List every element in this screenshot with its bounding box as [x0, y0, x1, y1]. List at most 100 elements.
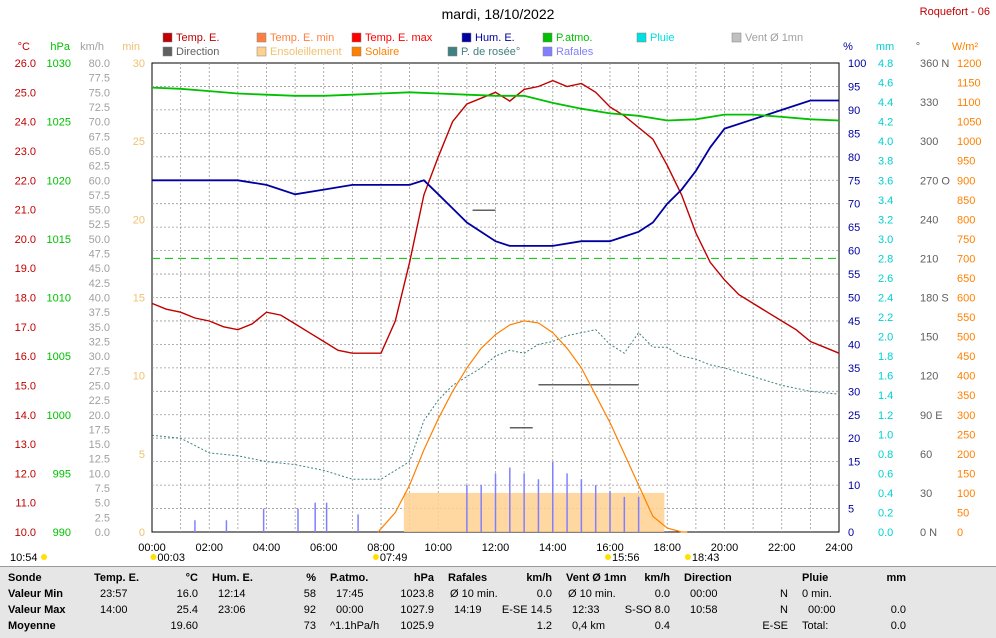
y-tick-solar: 750	[957, 234, 975, 246]
legend-label: Temp. E. max	[365, 32, 433, 44]
x-marker-label: 18:43	[692, 552, 720, 564]
dir-max-time: 10:58	[690, 604, 718, 616]
y-tick-wind: 40.0	[89, 293, 110, 305]
y-tick-pressure: 1000	[47, 410, 71, 422]
y-tick-wind: 67.5	[89, 131, 110, 143]
y-tick-humidity: 55	[848, 269, 860, 281]
dir-min-time: 00:00	[690, 588, 718, 600]
temp-min-value: 16.0	[176, 588, 198, 600]
y-tick-wind: 75.0	[89, 87, 110, 99]
y-tick-pressure: 1005	[47, 351, 71, 363]
y-tick-temp: 11.0	[15, 498, 36, 510]
stats-header-temp: Temp. E.	[94, 572, 140, 584]
rain-total-label: Total:	[802, 620, 829, 632]
legend-label: Vent Ø 1mn	[745, 32, 803, 44]
y-tick-direction: 150	[920, 332, 938, 344]
y-tick-sunshine: 5	[139, 449, 145, 461]
y-tick-pressure: 995	[53, 468, 71, 480]
press-max-time: 00:00	[336, 604, 364, 616]
y-tick-wind: 20.0	[89, 410, 110, 422]
y-tick-solar: 300	[957, 410, 975, 422]
y-tick-solar: 250	[957, 429, 975, 441]
y-tick-temp: 10.0	[15, 527, 36, 539]
y-tick-solar: 800	[957, 214, 975, 226]
y-tick-solar: 450	[957, 351, 975, 363]
stats-header-rain: Pluie	[802, 572, 829, 584]
y-tick-solar: 500	[957, 332, 975, 344]
y-tick-rain: 3.8	[878, 156, 893, 168]
y-tick-temp: 23.0	[15, 146, 36, 158]
y-tick-humidity: 80	[848, 152, 860, 164]
temp-max-value: 25.4	[176, 604, 198, 616]
y-tick-wind: 22.5	[89, 395, 110, 407]
y-tick-direction: 210	[920, 253, 938, 265]
y-tick-wind: 35.0	[89, 322, 110, 334]
y-tick-solar: 1000	[957, 136, 981, 148]
y-tick-solar: 50	[957, 507, 969, 519]
y-tick-temp: 14.0	[15, 410, 36, 422]
y-tick-temp: 18.0	[15, 293, 36, 305]
y-tick-humidity: 100	[848, 58, 866, 70]
x-marker-label: 07:49	[380, 552, 408, 564]
stats-col-rain: Pluie mm 0 min. 00:00 0.0 Total: 0.0	[802, 567, 912, 638]
y-tick-wind: 50.0	[89, 234, 110, 246]
stats-header-wind: Vent Ø 1mn	[566, 572, 627, 584]
y-tick-solar: 600	[957, 293, 975, 305]
y-tick-humidity: 10	[848, 480, 860, 492]
y-tick-rain: 0.2	[878, 507, 893, 519]
y-tick-wind: 80.0	[89, 58, 110, 70]
y-tick-wind: 57.5	[89, 190, 110, 202]
y-tick-wind: 60.0	[89, 175, 110, 187]
y-tick-direction: 300	[920, 136, 938, 148]
legend-label: Hum. E.	[475, 32, 515, 44]
y-tick-pressure: 1025	[47, 117, 71, 129]
gust-min-value: 0.0	[536, 588, 552, 600]
x-tick-label: 16:00	[596, 542, 624, 554]
x-tick-label: 20:00	[711, 542, 739, 554]
y-tick-direction: 270 O	[920, 175, 950, 187]
legend-swatch	[636, 32, 647, 43]
y-tick-pressure: 1030	[47, 58, 71, 70]
y-tick-humidity: 20	[848, 433, 860, 445]
y-tick-wind: 72.5	[89, 102, 110, 114]
legend-swatch	[256, 46, 267, 57]
y-tick-rain: 1.2	[878, 410, 893, 422]
y-tick-wind: 47.5	[89, 249, 110, 261]
y-tick-direction: 0 N	[920, 527, 937, 539]
y-tick-wind: 0.0	[95, 527, 110, 539]
x-marker-label: 00:03	[157, 552, 185, 564]
y-tick-direction: 60	[920, 449, 932, 461]
y-tick-solar: 900	[957, 175, 975, 187]
stats-unit-temp: °C	[185, 572, 198, 584]
stats-unit-gust: km/h	[526, 572, 552, 584]
legend-swatch	[162, 46, 173, 57]
legend-label: Rafales	[556, 46, 594, 58]
y-tick-sunshine: 10	[133, 371, 145, 383]
legend-label: Direction	[176, 46, 219, 58]
y-tick-humidity: 30	[848, 386, 860, 398]
axis-unit-temp: °C	[18, 41, 30, 53]
y-tick-rain: 4.0	[878, 136, 893, 148]
y-tick-temp: 17.0	[15, 322, 36, 334]
axis-unit-direction: °	[916, 41, 920, 53]
y-tick-wind: 2.5	[95, 512, 110, 524]
press-min-value: 1023.8	[400, 588, 434, 600]
y-tick-wind: 45.0	[89, 263, 110, 275]
y-tick-wind: 62.5	[89, 161, 110, 173]
stats-header-sonde: Sonde	[8, 572, 42, 584]
x-tick-label: 00:00	[138, 542, 166, 554]
legend-label: Solaire	[365, 46, 399, 58]
y-tick-rain: 1.8	[878, 351, 893, 363]
row-label-max: Valeur Max	[8, 604, 66, 616]
y-tick-solar: 950	[957, 156, 975, 168]
y-tick-solar: 1150	[957, 78, 981, 90]
stats-header-dir: Direction	[684, 572, 732, 584]
y-tick-rain: 2.6	[878, 273, 893, 285]
x-tick-label: 10:00	[424, 542, 452, 554]
gust-max-value: E-SE 14.5	[501, 604, 552, 616]
y-tick-rain: 2.4	[878, 293, 893, 305]
y-tick-humidity: 90	[848, 105, 860, 117]
axis-unit-sunshine: min	[122, 41, 140, 53]
axis-unit-solar: W/m²	[952, 41, 979, 53]
y-tick-wind: 12.5	[89, 454, 110, 466]
